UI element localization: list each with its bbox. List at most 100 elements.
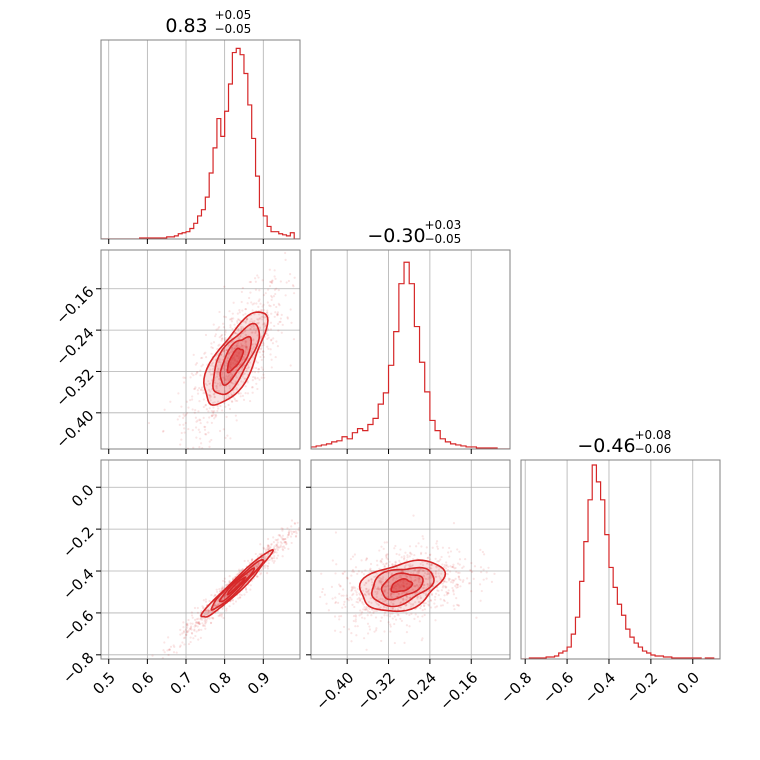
scatter-point — [290, 541, 293, 545]
scatter-point — [270, 542, 273, 546]
scatter-point — [356, 597, 359, 601]
scatter-point — [434, 557, 437, 560]
scatter-point — [373, 575, 376, 579]
scatter-point — [414, 579, 417, 582]
scatter-point — [445, 590, 448, 594]
scatter-point — [278, 320, 281, 324]
scatter-point — [252, 339, 255, 342]
scatter-point — [353, 553, 357, 556]
scatter-point — [342, 572, 345, 576]
scatter-point — [245, 318, 248, 322]
scatter-point — [197, 621, 201, 624]
scatter-point — [378, 580, 381, 583]
scatter-point — [275, 305, 278, 309]
scatter-point — [240, 350, 243, 354]
scatter-point — [350, 640, 353, 643]
scatter-point — [400, 556, 403, 559]
scatter-point — [266, 548, 269, 551]
scatter-point — [368, 625, 371, 628]
scatter-point — [215, 371, 218, 374]
scatter-point — [400, 574, 403, 577]
scatter-point — [351, 555, 355, 558]
scatter-point — [260, 344, 263, 347]
scatter-point — [249, 584, 252, 587]
scatter-point — [276, 547, 279, 550]
scatter-point — [230, 336, 233, 339]
scatter-point — [382, 547, 385, 550]
scatter-point — [413, 617, 416, 620]
scatter-point — [244, 321, 247, 325]
scatter-point — [179, 633, 182, 636]
scatter-point — [266, 572, 269, 575]
scatter-point — [202, 416, 205, 420]
scatter-point — [277, 545, 280, 549]
scatter-point — [277, 538, 280, 541]
scatter-point — [251, 386, 254, 389]
scatter-point — [220, 339, 223, 342]
scatter-point — [487, 566, 490, 569]
y-tick-label: −0.24 — [52, 324, 97, 369]
scatter-point — [216, 590, 219, 593]
scatter-point — [191, 616, 194, 619]
scatter-point — [196, 611, 199, 614]
scatter-point — [228, 387, 232, 390]
scatter-point — [175, 651, 178, 654]
scatter-point — [440, 572, 443, 575]
scatter-point — [231, 358, 234, 361]
scatter-point — [240, 344, 244, 347]
scatter-point — [251, 370, 254, 373]
scatter-point — [193, 618, 197, 621]
scatter-point — [224, 405, 227, 408]
scatter-point — [270, 338, 273, 341]
scatter-point — [261, 318, 264, 321]
scatter-point — [237, 328, 240, 331]
panel-frame — [520, 459, 721, 660]
scatter-point — [237, 327, 240, 331]
scatter-point — [204, 425, 207, 429]
scatter-point — [279, 534, 282, 538]
scatter-point — [451, 565, 454, 569]
scatter-point — [412, 602, 415, 606]
scatter-point — [183, 431, 186, 434]
scatter-point — [234, 600, 238, 603]
scatter-point — [444, 586, 447, 589]
scatter-point — [273, 559, 276, 563]
scatter-point — [266, 301, 269, 304]
scatter-point — [222, 326, 226, 329]
scatter-point — [399, 601, 402, 605]
scatter-point — [219, 404, 222, 408]
scatter-point — [240, 327, 243, 330]
scatter-point — [178, 645, 182, 648]
scatter-point — [237, 597, 240, 600]
scatter-point — [355, 591, 358, 594]
scatter-point — [219, 381, 222, 385]
scatter-point — [279, 545, 282, 549]
scatter-point — [240, 594, 243, 597]
scatter-point — [208, 394, 212, 397]
scatter-point — [445, 593, 449, 596]
scatter-point — [264, 315, 267, 318]
scatter-point — [349, 596, 352, 599]
x-tick-label: −0.6 — [539, 669, 577, 707]
scatter-point — [462, 565, 465, 568]
scatter-point — [280, 331, 283, 334]
scatter-point — [436, 589, 439, 592]
scatter-point — [417, 569, 421, 572]
scatter-point — [352, 614, 356, 618]
scatter-point — [409, 596, 412, 599]
scatter-point — [352, 592, 355, 595]
scatter-point — [405, 603, 408, 606]
scatter-point — [354, 586, 357, 589]
scatter-point — [392, 586, 396, 589]
scatter-point — [410, 553, 413, 556]
scatter-point — [214, 602, 217, 606]
scatter-point — [220, 587, 223, 590]
scatter-point — [255, 382, 258, 385]
scatter-point — [260, 572, 263, 575]
scatter-point — [223, 594, 227, 597]
scatter-point — [208, 599, 211, 603]
scatter-point — [447, 592, 450, 595]
scatter-point — [193, 606, 197, 610]
scatter-point — [273, 548, 276, 551]
scatter-point — [420, 545, 423, 548]
